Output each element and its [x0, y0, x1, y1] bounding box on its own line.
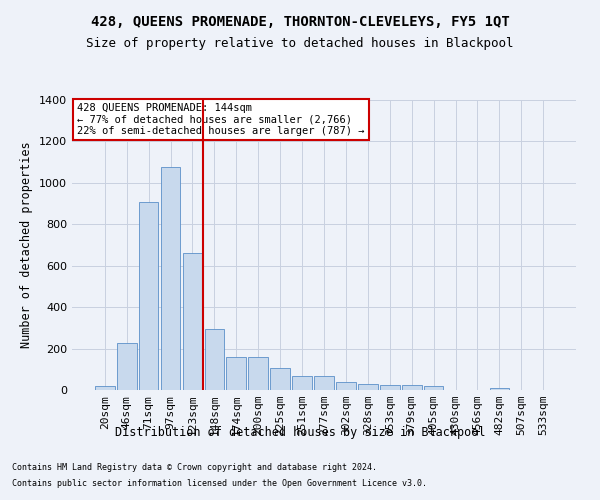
Bar — [292, 376, 312, 390]
Bar — [95, 386, 115, 390]
Bar — [358, 384, 378, 390]
Bar — [139, 202, 158, 390]
Text: Size of property relative to detached houses in Blackpool: Size of property relative to detached ho… — [86, 38, 514, 51]
Y-axis label: Number of detached properties: Number of detached properties — [20, 142, 34, 348]
Bar — [205, 329, 224, 390]
Bar — [117, 344, 137, 390]
Text: 428, QUEENS PROMENADE, THORNTON-CLEVELEYS, FY5 1QT: 428, QUEENS PROMENADE, THORNTON-CLEVELEY… — [91, 15, 509, 29]
Bar — [490, 388, 509, 390]
Bar — [336, 382, 356, 390]
Bar — [380, 385, 400, 390]
Text: 428 QUEENS PROMENADE: 144sqm
← 77% of detached houses are smaller (2,766)
22% of: 428 QUEENS PROMENADE: 144sqm ← 77% of de… — [77, 103, 365, 136]
Text: Distribution of detached houses by size in Blackpool: Distribution of detached houses by size … — [115, 426, 485, 439]
Bar — [314, 376, 334, 390]
Bar — [161, 168, 181, 390]
Text: Contains HM Land Registry data © Crown copyright and database right 2024.: Contains HM Land Registry data © Crown c… — [12, 464, 377, 472]
Bar — [424, 386, 443, 390]
Text: Contains public sector information licensed under the Open Government Licence v3: Contains public sector information licen… — [12, 478, 427, 488]
Bar — [182, 254, 202, 390]
Bar — [402, 385, 422, 390]
Bar — [248, 358, 268, 390]
Bar — [270, 368, 290, 390]
Bar — [226, 358, 246, 390]
